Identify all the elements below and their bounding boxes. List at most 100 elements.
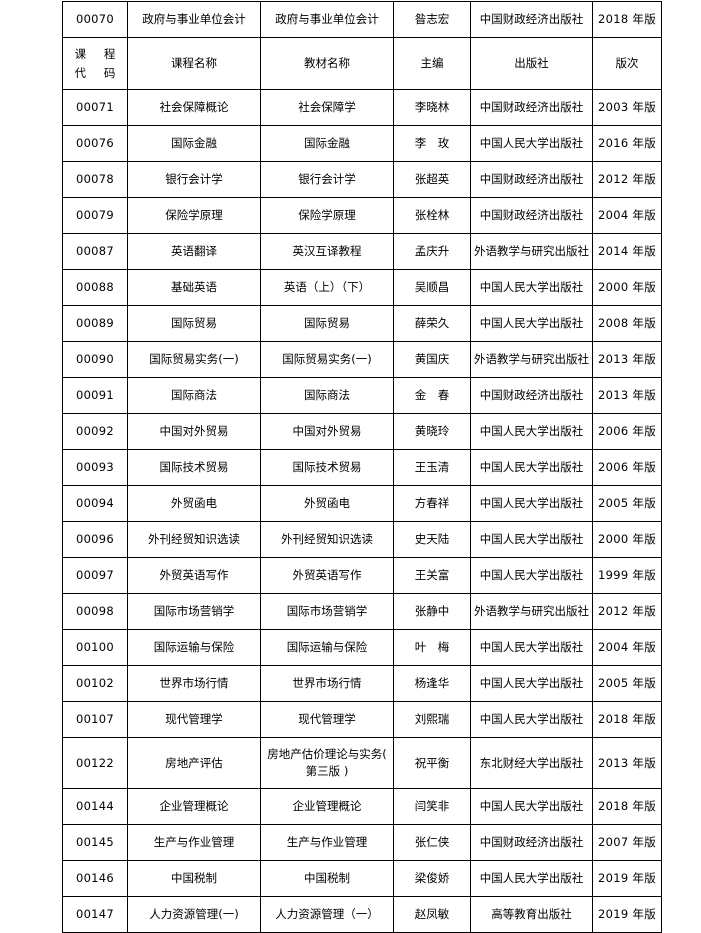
- cell-press: 东北财经大学出版社: [470, 737, 593, 789]
- cell-editor: 王关富: [393, 557, 471, 594]
- table-row: 00078 银行会计学 银行会计学 张超英 中国财政经济出版社 2012 年版: [62, 161, 662, 198]
- cell-edition: 2013 年版: [592, 737, 662, 789]
- cell-press: 中国财政经济出版社: [470, 197, 593, 234]
- table-row: 00093 国际技术贸易 国际技术贸易 王玉清 中国人民大学出版社 2006 年版: [62, 449, 662, 486]
- cell-editor: 吴顺昌: [393, 269, 471, 306]
- cell-edition: 2008 年版: [592, 305, 662, 342]
- cell-code: 00089: [62, 305, 128, 342]
- cell-editor: 王玉清: [393, 449, 471, 486]
- cell-press: 中国财政经济出版社: [470, 377, 593, 414]
- table-row: 00091 国际商法 国际商法金 春中国财政经济出版社 2013 年版: [62, 377, 662, 414]
- column-header-code-line: 代 码: [74, 65, 123, 80]
- cell-press: 中国人民大学出版社: [470, 557, 593, 594]
- textbook-catalog-table: 00070 政府与事业单位会计 政府与事业单位会计 昝志宏 中国财政经济出版社 2018 …: [62, 1, 662, 933]
- cell-code: 00076: [62, 125, 128, 162]
- cell-editor: 金 春: [393, 377, 471, 414]
- cell-press: 高等教育出版社: [470, 896, 593, 933]
- cell-book: 国际运输与保险: [260, 629, 394, 666]
- cell-course: 国际商法: [127, 377, 261, 414]
- column-header-code: 课 程代 码: [62, 37, 128, 90]
- cell-editor: 薛荣久: [393, 305, 471, 342]
- cell-code: 00096: [62, 521, 128, 558]
- cell-press: 中国人民大学出版社: [470, 449, 593, 486]
- table-row: 00146 中国税制 中国税制 梁俊娇 中国人民大学出版社 2019 年版: [62, 860, 662, 897]
- cell-editor: 黄晓玲: [393, 413, 471, 450]
- cell-code: 00147: [62, 896, 128, 933]
- cell-book: 房地产估价理论与实务( 第三版 ): [260, 737, 394, 789]
- cell-book: 国际市场营销学: [260, 593, 394, 630]
- cell-press: 中国财政经济出版社: [470, 161, 593, 198]
- table-row: 00100 国际运输与保险 国际运输与保险叶 梅中国人民大学出版社 2004 年版: [62, 629, 662, 666]
- cell-code: 00078: [62, 161, 128, 198]
- table-row: 00070 政府与事业单位会计 政府与事业单位会计 昝志宏 中国财政经济出版社 2018 …: [62, 1, 662, 38]
- cell-course: 国际贸易实务(一): [127, 341, 261, 378]
- cell-code: 00091: [62, 377, 128, 414]
- cell-press: 中国人民大学出版社: [470, 788, 593, 825]
- column-header-edition: 版次: [592, 37, 662, 90]
- cell-code: 00093: [62, 449, 128, 486]
- cell-press: 中国人民大学出版社: [470, 521, 593, 558]
- cell-editor: 刘熙瑞: [393, 701, 471, 738]
- cell-book: 英语（上）（下）: [260, 269, 394, 306]
- cell-press: 中国人民大学出版社: [470, 629, 593, 666]
- cell-course: 人力资源管理(一): [127, 896, 261, 933]
- cell-edition: 1999 年版: [592, 557, 662, 594]
- cell-editor: 孟庆升: [393, 233, 471, 270]
- cell-edition: 2004 年版: [592, 197, 662, 234]
- cell-editor: 张静中: [393, 593, 471, 630]
- cell-book: 企业管理概论: [260, 788, 394, 825]
- cell-editor: 史天陆: [393, 521, 471, 558]
- cell-press: 中国人民大学出版社: [470, 860, 593, 897]
- cell-course: 外刊经贸知识选读: [127, 521, 261, 558]
- cell-edition: 2019 年版: [592, 896, 662, 933]
- cell-book: 中国税制: [260, 860, 394, 897]
- cell-editor: 杨逢华: [393, 665, 471, 702]
- cell-press: 外语教学与研究出版社: [470, 233, 593, 270]
- cell-press: 中国人民大学出版社: [470, 269, 593, 306]
- cell-edition: 2018 年版: [592, 1, 662, 38]
- cell-course: 外贸函电: [127, 485, 261, 522]
- table-row: 00096 外刊经贸知识选读 外刊经贸知识选读 史天陆 中国人民大学出版社 2000 年版: [62, 521, 662, 558]
- cell-book: 国际金融: [260, 125, 394, 162]
- table-row: 00089 国际贸易 国际贸易 薛荣久 中国人民大学出版社 2008 年版: [62, 305, 662, 342]
- cell-code: 00097: [62, 557, 128, 594]
- cell-course: 国际运输与保险: [127, 629, 261, 666]
- table-header-row: 课 程代 码课程名称 教材名称 主编 出版社 版次: [62, 37, 662, 90]
- cell-press: 中国人民大学出版社: [470, 701, 593, 738]
- cell-course: 现代管理学: [127, 701, 261, 738]
- table-row: 00094 外贸函电 外贸函电 方春祥 中国人民大学出版社 2005 年版: [62, 485, 662, 522]
- table-row: 00087 英语翻译 英汉互译教程 孟庆升 外语教学与研究出版社 2014 年版: [62, 233, 662, 270]
- cell-book: 国际技术贸易: [260, 449, 394, 486]
- document-page: 00070 政府与事业单位会计 政府与事业单位会计 昝志宏 中国财政经济出版社 2018 …: [62, 1, 662, 933]
- cell-course: 国际贸易: [127, 305, 261, 342]
- cell-code: 00071: [62, 89, 128, 126]
- cell-course: 中国税制: [127, 860, 261, 897]
- cell-edition: 2000 年版: [592, 269, 662, 306]
- cell-press: 中国人民大学出版社: [470, 125, 593, 162]
- cell-code: 00102: [62, 665, 128, 702]
- cell-book: 社会保障学: [260, 89, 394, 126]
- cell-editor: 闫笑非: [393, 788, 471, 825]
- cell-course: 银行会计学: [127, 161, 261, 198]
- table-row: 00097 外贸英语写作 外贸英语写作 王关富 中国人民大学出版社 1999 年版: [62, 557, 662, 594]
- cell-code: 00092: [62, 413, 128, 450]
- cell-editor: 李晓林: [393, 89, 471, 126]
- table-row: 00090 国际贸易实务(一) 国际贸易实务(一) 黄国庆 外语教学与研究出版社 2013…: [62, 341, 662, 378]
- cell-editor: 张超英: [393, 161, 471, 198]
- cell-course: 社会保障概论: [127, 89, 261, 126]
- cell-edition: 2012 年版: [592, 161, 662, 198]
- cell-book: 国际贸易: [260, 305, 394, 342]
- cell-book: 国际贸易实务(一): [260, 341, 394, 378]
- cell-editor: 黄国庆: [393, 341, 471, 378]
- table-row: 00092 中国对外贸易 中国对外贸易 黄晓玲 中国人民大学出版社 2006 年版: [62, 413, 662, 450]
- cell-course: 国际金融: [127, 125, 261, 162]
- cell-edition: 2005 年版: [592, 665, 662, 702]
- cell-book: 英汉互译教程: [260, 233, 394, 270]
- cell-course: 英语翻译: [127, 233, 261, 270]
- table-row: 00071 社会保障概论 社会保障学 李晓林 中国财政经济出版社 2003 年版: [62, 89, 662, 126]
- cell-press: 中国财政经济出版社: [470, 89, 593, 126]
- cell-edition: 2016 年版: [592, 125, 662, 162]
- cell-editor: 叶 梅: [393, 629, 471, 666]
- cell-edition: 2013 年版: [592, 341, 662, 378]
- cell-code: 00087: [62, 233, 128, 270]
